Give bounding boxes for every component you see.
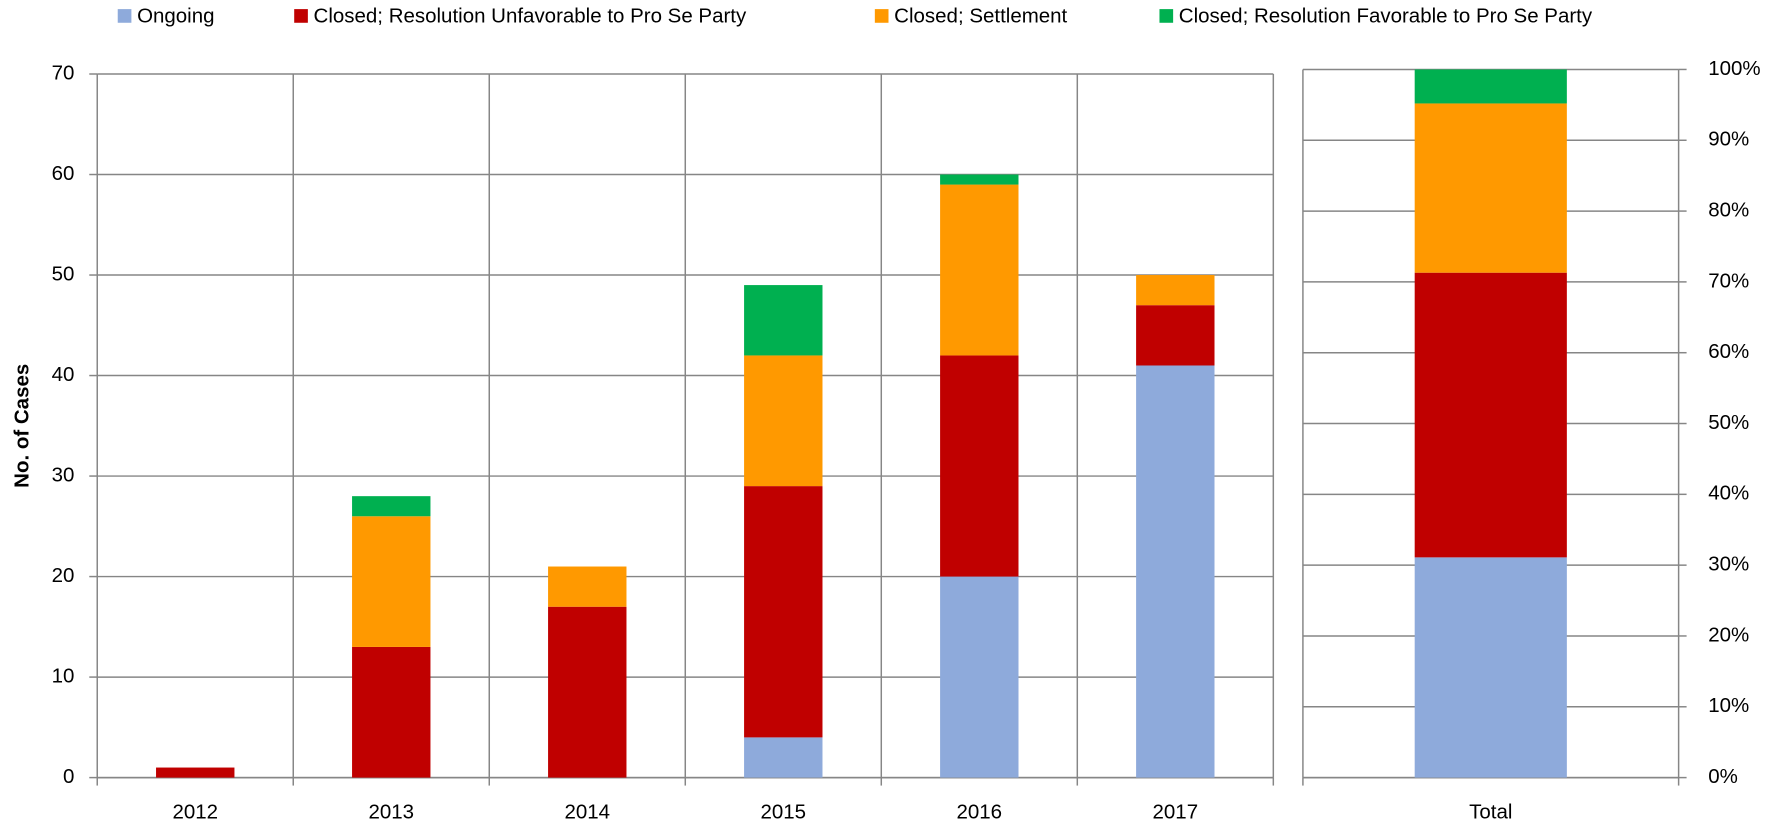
bar-segment [940,576,1019,778]
y-tick-label: 30 [52,463,75,486]
y-tick-label: 70% [1708,269,1749,292]
y-tick-label: 10% [1708,694,1749,717]
bar-segment [1414,69,1567,104]
legend-swatch [294,9,308,23]
x-tick-label: 2015 [760,800,806,822]
y-tick-label: 90% [1708,128,1749,151]
y-tick-label: 40 [52,363,75,386]
bar-segment [352,516,431,647]
legend-label: Closed; Settlement [894,4,1067,27]
y-tick-label: 80% [1708,198,1749,221]
y-tick-label: 30% [1708,553,1749,576]
y-tick-label: 100% [1708,57,1760,80]
bar-segment [744,737,823,778]
bar-segment [1136,365,1215,778]
y-tick-label: 10 [52,664,75,687]
bar-segment [744,285,823,356]
x-tick-label: 2012 [172,800,218,822]
bar-segment [1414,557,1567,778]
bar-segment [352,496,431,517]
y-tick-label: 0 [63,765,74,788]
bar-segment [1136,275,1215,306]
y-axis-title: No. of Cases [11,364,34,488]
y-tick-label: 0% [1708,765,1738,788]
bar-segment [744,355,823,487]
bar-segment [744,486,823,738]
x-tick-label: Total [1469,800,1512,822]
bar-segment [548,606,627,778]
y-tick-label: 50% [1708,411,1749,434]
y-tick-label: 20% [1708,623,1749,646]
legend-swatch [117,9,132,23]
bar-segment [940,184,1019,356]
legend-swatch [874,9,889,23]
bar-segment [156,767,235,778]
y-tick-label: 50 [52,262,75,285]
y-tick-label: 20 [52,564,75,587]
y-tick-label: 60% [1708,340,1749,363]
x-tick-label: 2016 [957,800,1003,822]
legend-label: Closed; Resolution Favorable to Pro Se P… [1179,4,1593,27]
y-tick-label: 40% [1708,482,1749,505]
x-tick-label: 2014 [564,800,610,822]
bar-segment [1414,103,1567,273]
legend-label: Closed; Resolution Unfavorable to Pro Se… [314,4,747,27]
bar-segment [940,355,1019,577]
bar-segment [548,566,627,607]
bar-segment [1136,305,1215,366]
x-tick-label: 2013 [368,800,414,822]
y-tick-label: 60 [52,162,75,185]
x-tick-label: 2017 [1153,800,1199,822]
bar-segment [940,174,1019,185]
legend-label: Ongoing [137,4,214,27]
y-tick-label: 70 [52,61,75,84]
bar-segment [352,646,431,778]
bar-segment [1414,272,1567,558]
legend-swatch [1159,9,1174,23]
